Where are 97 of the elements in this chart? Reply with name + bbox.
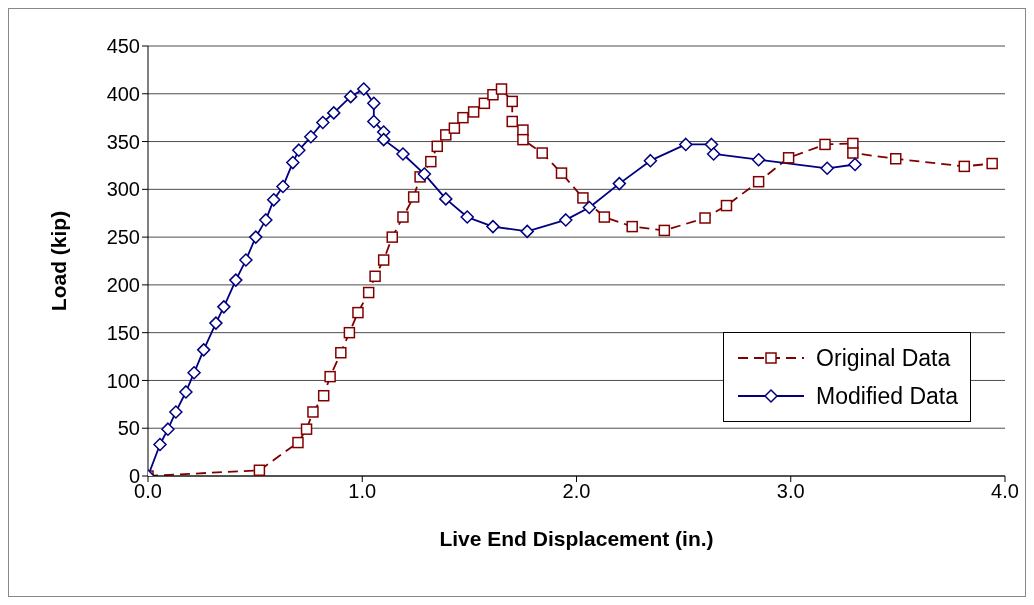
y-tick-label: 200	[106, 273, 140, 296]
point	[352, 306, 364, 319]
point	[751, 152, 766, 167]
point	[720, 199, 733, 212]
point	[612, 176, 627, 191]
point	[517, 133, 529, 146]
point	[699, 212, 711, 224]
point	[343, 326, 356, 339]
y-axis-title: Load (kip)	[47, 210, 71, 312]
point	[467, 106, 480, 118]
y-tick-label: 450	[106, 35, 140, 58]
point	[506, 95, 518, 108]
point	[658, 224, 671, 237]
point	[229, 273, 243, 287]
point	[819, 138, 831, 151]
point	[439, 192, 453, 206]
point	[343, 89, 358, 104]
y-tick-label: 100	[106, 369, 140, 392]
point	[889, 153, 902, 165]
point	[196, 343, 211, 357]
point	[958, 160, 971, 173]
x-tick-label: 2.0	[562, 480, 591, 503]
point	[307, 406, 319, 418]
point	[377, 254, 390, 266]
point	[820, 161, 834, 176]
point	[486, 219, 500, 234]
point	[431, 140, 443, 153]
point	[267, 193, 281, 207]
point	[448, 122, 461, 134]
point	[457, 111, 469, 124]
point	[704, 137, 719, 152]
point	[369, 270, 381, 283]
legend-label: Modified Data	[816, 382, 958, 410]
point	[598, 211, 611, 223]
y-tick-label: 400	[106, 82, 140, 105]
point	[209, 316, 223, 330]
point	[506, 115, 518, 128]
y-tick-label: 300	[106, 178, 140, 201]
point	[782, 152, 795, 164]
point	[848, 157, 862, 172]
x-tick-label: 1.0	[348, 480, 377, 503]
point	[335, 346, 347, 359]
point	[367, 96, 381, 111]
y-tick-label: 50	[117, 417, 140, 440]
point	[386, 231, 398, 243]
point	[276, 179, 290, 194]
point	[153, 437, 167, 452]
point	[367, 114, 381, 129]
point	[425, 155, 437, 168]
point	[397, 211, 409, 223]
x-tick-label: 4.0	[991, 480, 1019, 503]
point	[417, 167, 432, 181]
point	[179, 385, 193, 399]
point	[460, 210, 474, 224]
point	[169, 405, 183, 419]
point	[300, 423, 313, 435]
x-tick-label: 3.0	[776, 480, 805, 503]
x-axis-title: Live End Displacement (in.)	[439, 527, 714, 550]
point	[362, 286, 375, 299]
point	[626, 220, 638, 233]
y-tick-label: 350	[106, 130, 140, 153]
point	[536, 147, 548, 159]
point	[376, 132, 391, 147]
legend-label: Original Data	[816, 344, 951, 372]
point	[316, 115, 330, 130]
point	[317, 389, 330, 402]
point	[327, 106, 341, 120]
point	[577, 192, 589, 204]
point	[161, 422, 175, 436]
point	[407, 191, 420, 203]
point	[259, 213, 273, 227]
point	[752, 175, 765, 188]
point	[559, 213, 573, 227]
point	[324, 370, 336, 383]
point	[249, 230, 263, 244]
point	[440, 129, 452, 141]
point	[706, 147, 721, 161]
point	[847, 147, 859, 159]
point	[555, 167, 568, 179]
point	[520, 224, 534, 239]
point	[217, 300, 231, 314]
y-tick-label: 250	[106, 226, 140, 249]
point	[286, 155, 300, 170]
y-tick-label: 150	[106, 321, 140, 344]
point	[986, 157, 998, 170]
point	[304, 130, 318, 144]
point	[253, 464, 266, 476]
point	[396, 147, 410, 161]
point	[643, 153, 658, 168]
point	[582, 200, 597, 215]
point	[357, 82, 371, 96]
point	[239, 253, 253, 267]
point	[292, 436, 304, 449]
point	[292, 143, 306, 157]
point	[495, 83, 508, 95]
point	[679, 137, 693, 152]
point	[187, 366, 201, 380]
